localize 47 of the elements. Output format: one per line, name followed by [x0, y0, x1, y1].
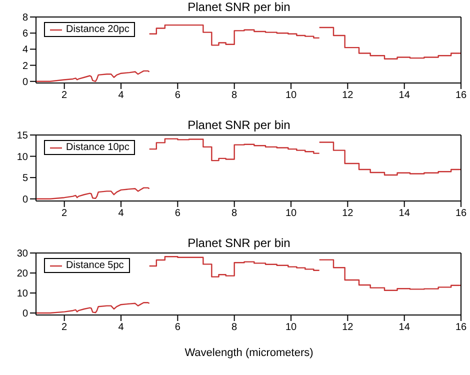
- x-tick-label: 2: [62, 208, 68, 220]
- x-tick-label: 4: [118, 208, 124, 220]
- x-tick-label: 6: [174, 208, 181, 220]
- x-tick-label: 8: [232, 90, 238, 102]
- chart-title: Planet SNR per bin: [186, 118, 292, 132]
- line-series: [36, 187, 150, 200]
- y-tick-label: 0: [22, 308, 28, 320]
- y-tick-label: 10: [16, 288, 28, 300]
- y-tick-label: 0: [22, 76, 28, 88]
- y-tick-label: 10: [16, 152, 28, 163]
- x-tick-label: 8: [232, 322, 238, 334]
- x-tick-label: 10: [285, 208, 297, 220]
- x-tick-label: 12: [342, 208, 354, 220]
- x-tick-label: 10: [285, 322, 297, 334]
- y-tick-label: 20: [16, 268, 28, 280]
- y-tick-label: 2: [22, 60, 28, 72]
- legend-label: Distance 5pc: [66, 260, 124, 271]
- y-tick-label: 5: [22, 173, 28, 184]
- x-tick-label: 16: [455, 90, 467, 102]
- x-tick-label: 2: [62, 90, 68, 102]
- x-tick-label: 16: [455, 322, 467, 334]
- x-tick-label: 14: [398, 322, 410, 334]
- x-tick-label: 4: [118, 322, 124, 334]
- x-tick-label: 4: [118, 90, 124, 102]
- x-tick-label: 2: [62, 322, 68, 334]
- x-tick-label: 16: [455, 208, 467, 220]
- y-tick-label: 15: [16, 130, 28, 142]
- legend-label: Distance 20pc: [66, 24, 130, 35]
- x-tick-label: 10: [285, 90, 297, 102]
- y-tick-label: 4: [22, 44, 28, 56]
- y-tick-label: 30: [16, 248, 28, 260]
- chart-title: Planet SNR per bin: [186, 0, 292, 14]
- legend-label: Distance 10pc: [66, 142, 130, 153]
- y-tick-label: 6: [22, 28, 28, 40]
- x-tick-label: 8: [232, 208, 238, 220]
- line-series: [36, 70, 150, 82]
- x-tick-label: 14: [398, 90, 410, 102]
- x-tick-label: 6: [174, 90, 181, 102]
- x-tick-label: 12: [342, 322, 354, 334]
- x-tick-label: 14: [398, 208, 410, 220]
- line-series: [36, 302, 150, 314]
- y-tick-label: 0: [22, 194, 28, 206]
- chart-title: Planet SNR per bin: [186, 236, 292, 250]
- x-axis-title: Wavelength (micrometers): [184, 346, 314, 360]
- x-tick-label: 12: [342, 90, 354, 102]
- y-tick-label: 8: [22, 12, 28, 24]
- x-tick-label: 6: [174, 322, 181, 334]
